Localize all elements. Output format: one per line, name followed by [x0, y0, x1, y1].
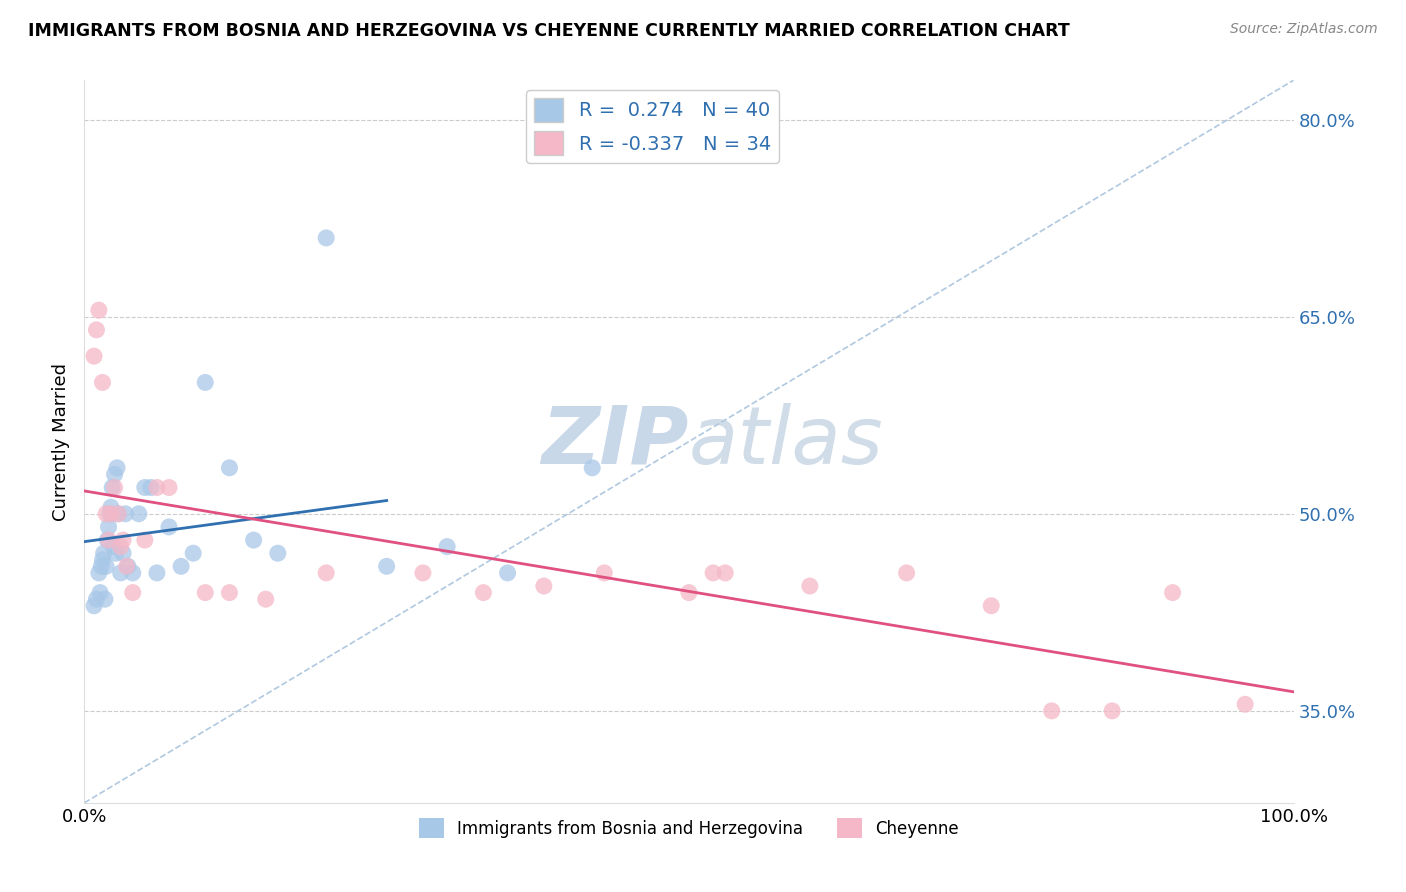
Point — [1040, 704, 1063, 718]
Point — [104, 467, 127, 482]
Point — [94, 559, 117, 574]
Point — [218, 585, 240, 599]
Point — [121, 566, 143, 580]
Point — [702, 566, 724, 580]
Point — [254, 592, 277, 607]
Point — [104, 481, 127, 495]
Point — [139, 481, 162, 495]
Point — [412, 566, 434, 580]
Point — [134, 533, 156, 547]
Text: IMMIGRANTS FROM BOSNIA AND HERZEGOVINA VS CHEYENNE CURRENTLY MARRIED CORRELATION: IMMIGRANTS FROM BOSNIA AND HERZEGOVINA V… — [28, 22, 1070, 40]
Point — [593, 566, 616, 580]
Point — [110, 566, 132, 580]
Point — [115, 559, 138, 574]
Point — [134, 481, 156, 495]
Point — [496, 566, 519, 580]
Point — [128, 507, 150, 521]
Point — [91, 376, 114, 390]
Point — [97, 533, 120, 547]
Point — [94, 592, 117, 607]
Point — [117, 559, 139, 574]
Point — [83, 349, 105, 363]
Point — [194, 376, 217, 390]
Point — [104, 546, 127, 560]
Point — [87, 566, 110, 580]
Point — [101, 481, 124, 495]
Text: atlas: atlas — [689, 402, 884, 481]
Point — [112, 546, 135, 560]
Point — [112, 533, 135, 547]
Point — [146, 481, 169, 495]
Point — [83, 599, 105, 613]
Point — [114, 507, 136, 521]
Point — [267, 546, 290, 560]
Point — [375, 559, 398, 574]
Point — [315, 231, 337, 245]
Point — [170, 559, 193, 574]
Point — [678, 585, 700, 599]
Point — [472, 585, 495, 599]
Point — [980, 599, 1002, 613]
Point — [103, 540, 125, 554]
Point — [100, 507, 122, 521]
Point — [87, 303, 110, 318]
Point — [90, 559, 112, 574]
Point — [100, 500, 122, 515]
Point — [1101, 704, 1123, 718]
Point — [157, 520, 180, 534]
Point — [533, 579, 555, 593]
Point — [86, 592, 108, 607]
Point — [157, 481, 180, 495]
Point — [96, 533, 118, 547]
Point — [194, 585, 217, 599]
Point — [105, 460, 128, 475]
Text: ZIP: ZIP — [541, 402, 689, 481]
Point — [181, 546, 204, 560]
Point — [581, 460, 603, 475]
Point — [146, 566, 169, 580]
Point — [110, 540, 132, 554]
Point — [1234, 698, 1257, 712]
Point — [799, 579, 821, 593]
Point — [242, 533, 264, 547]
Y-axis label: Currently Married: Currently Married — [52, 362, 70, 521]
Point — [896, 566, 918, 580]
Legend: Immigrants from Bosnia and Herzegovina, Cheyenne: Immigrants from Bosnia and Herzegovina, … — [412, 812, 966, 845]
Point — [107, 507, 129, 521]
Point — [107, 507, 129, 521]
Point — [1161, 585, 1184, 599]
Point — [315, 566, 337, 580]
Point — [97, 520, 120, 534]
Point — [98, 507, 121, 521]
Point — [94, 507, 117, 521]
Point — [93, 546, 115, 560]
Point — [218, 460, 240, 475]
Text: Source: ZipAtlas.com: Source: ZipAtlas.com — [1230, 22, 1378, 37]
Point — [436, 540, 458, 554]
Point — [86, 323, 108, 337]
Point — [91, 553, 114, 567]
Point — [714, 566, 737, 580]
Point — [121, 585, 143, 599]
Point — [89, 585, 111, 599]
